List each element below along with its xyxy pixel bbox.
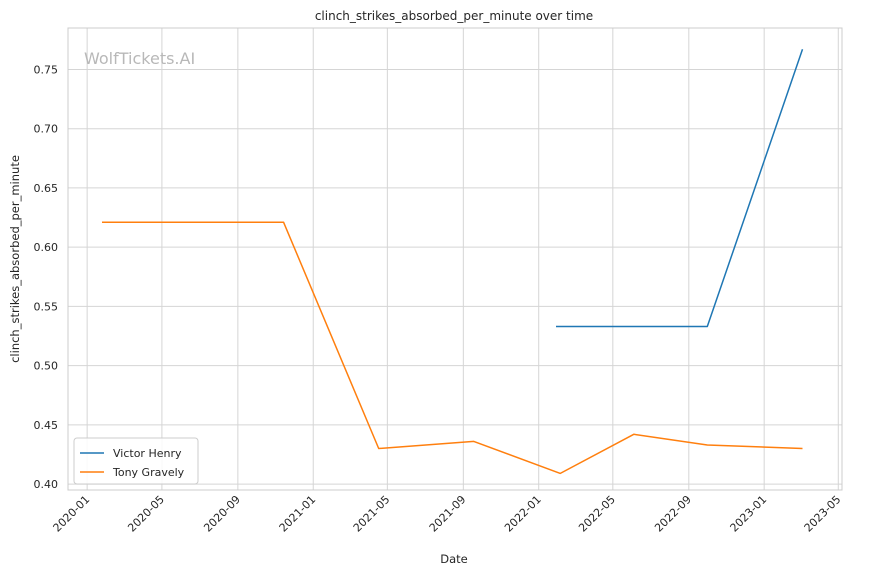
y-tick-label: 0.70 bbox=[34, 123, 59, 136]
y-tick-label: 0.65 bbox=[34, 182, 59, 195]
plot-frame bbox=[67, 27, 843, 491]
y-tick-label: 0.45 bbox=[34, 419, 59, 432]
y-tick-label: 0.40 bbox=[34, 478, 59, 491]
y-axis-label: clinch_strikes_absorbed_per_minute bbox=[8, 155, 22, 363]
series-layer bbox=[102, 49, 804, 475]
series-line-victor-henry bbox=[556, 49, 804, 328]
chart-title: clinch_strikes_absorbed_per_minute over … bbox=[315, 9, 593, 23]
legend-label-tony-gravely: Tony Gravely bbox=[112, 466, 185, 479]
y-tick-label: 0.75 bbox=[34, 63, 59, 76]
legend: Victor Henry Tony Gravely bbox=[73, 437, 199, 485]
legend-box bbox=[73, 437, 199, 485]
grid bbox=[68, 28, 842, 490]
y-axis: 0.40 0.45 0.50 0.55 0.60 0.65 0.70 0.75 bbox=[34, 63, 59, 491]
x-axis-label: Date bbox=[440, 552, 468, 566]
legend-label-victor-henry: Victor Henry bbox=[113, 447, 182, 460]
series-line-tony-gravely bbox=[102, 221, 803, 475]
y-tick-label: 0.50 bbox=[34, 360, 59, 373]
watermark: WolfTickets.AI bbox=[84, 49, 195, 68]
y-tick-label: 0.55 bbox=[34, 300, 59, 313]
y-tick-label: 0.60 bbox=[34, 241, 59, 254]
